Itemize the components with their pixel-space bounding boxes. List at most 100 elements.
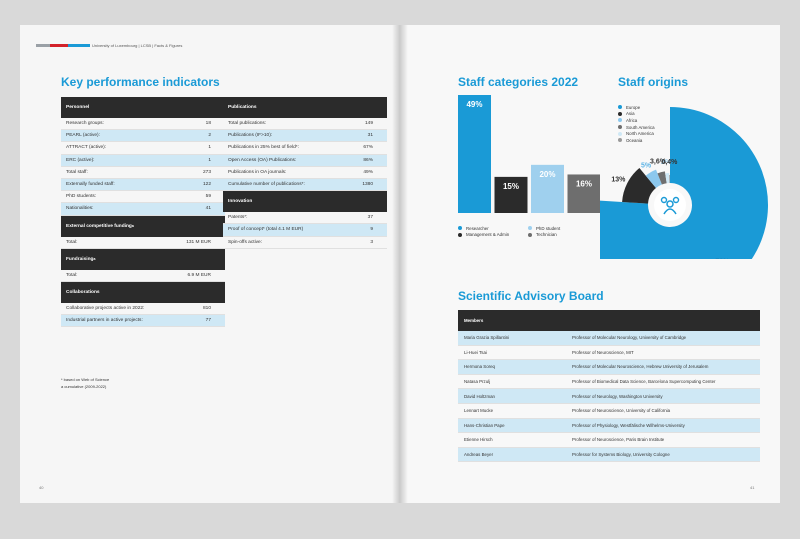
legend-swatch <box>618 111 622 116</box>
staff-categories-chart: 49% 15% 20% 16% <box>458 95 600 213</box>
table-row: Industrial partners in active projects: 7… <box>61 315 225 328</box>
brochure-spread: University of Luxembourg | LCSB | Facts … <box>20 25 780 503</box>
advisory-board-title: Scientific Advisory Board <box>458 289 604 303</box>
table-row: Li-Huei Tsai Professor of Neuroscience, M… <box>458 346 760 361</box>
row-label: Externally funded staff: <box>66 182 115 188</box>
legend-label: Asia <box>626 111 635 117</box>
row-value: 18 <box>205 121 211 127</box>
section-header: Personnel <box>61 97 225 118</box>
section-title: Fundraising <box>66 256 94 262</box>
legend-item: South America <box>618 124 655 131</box>
slice-asia <box>622 168 656 204</box>
legend-label: PhD student <box>536 225 561 231</box>
member-name: Maria Grazia Spillantini <box>464 335 510 341</box>
bar-data-label: 49% <box>466 100 482 109</box>
slice-africa <box>645 169 662 189</box>
row-label: Publications in 25% best of field*: <box>228 145 299 151</box>
staff-origins-legend: Europe Asia Africa South America North Ameri… <box>618 104 655 144</box>
row-value: 810 <box>202 305 211 311</box>
legend-swatch <box>618 131 622 136</box>
row-label: Open Access (OA) Publications: <box>228 157 297 163</box>
slice-data-label: 13% <box>611 177 626 184</box>
row-label: ERC (active): <box>66 157 95 163</box>
table-row: Hermona Soreq Professor of Molecular Neur… <box>458 360 760 375</box>
kpi-title: Key performance indicators <box>61 75 220 89</box>
row-value: 86% <box>363 157 373 163</box>
table-row: Publications in 25% best of field*: 67% <box>223 142 387 155</box>
member-role: Professor of Molecular Neurology, Univer… <box>572 335 687 341</box>
section-header: Publications <box>223 97 387 118</box>
advisory-board-table: Members Maria Grazia Spillantini Professo… <box>458 310 760 463</box>
member-name: Hans-Christian Pape <box>464 422 505 428</box>
legend-swatch <box>458 232 462 237</box>
table-row: Publications (IF>10): 31 <box>223 130 387 143</box>
row-value: 37 <box>367 215 373 221</box>
table-row: Natasa Przulj Professor of Biomedical Dat… <box>458 375 760 390</box>
row-value: 1 <box>208 145 211 151</box>
row-label: Cumulative number of publications*: <box>228 182 305 188</box>
section-header: Collaborations <box>61 281 225 303</box>
bar-technician <box>567 174 600 213</box>
row-value: 59 <box>205 194 211 200</box>
table-row: PEARL (active): 2 <box>61 130 225 143</box>
row-value: 77 <box>205 318 211 324</box>
spine-shadow <box>392 25 408 503</box>
legend-swatch <box>618 138 622 143</box>
left-page: University of Luxembourg | LCSB | Facts … <box>20 25 400 503</box>
footnote-marker: a <box>93 257 96 262</box>
section-header: Innovation <box>223 191 387 213</box>
table-row: Cumulative number of publications*: 1380 <box>223 178 387 192</box>
table-row: Spin-offs active: 3 <box>223 237 387 249</box>
legend-item: Researcher <box>458 225 528 232</box>
section-title: Collaborations <box>66 289 100 295</box>
row-label: ATTRACT (active): <box>66 145 107 151</box>
row-value: 2 <box>208 133 211 139</box>
kpi-column-left: Personnel Research groups: 18 PEARL (active… <box>61 97 225 328</box>
table-row: Open Access (OA) Publications: 86% <box>223 154 387 167</box>
staff-origins-chart: 76%13%5%3,6%2%0,4% <box>600 107 768 259</box>
bar-researcher <box>458 95 491 213</box>
table-row: Patents*: 37 <box>223 212 387 225</box>
table-row: ERC (active): 1 <box>61 154 225 167</box>
member-name: Natasa Przulj <box>464 379 491 385</box>
row-value: 49% <box>363 169 373 175</box>
staff-categories-legend: Researcher Management & Admin PhD studen… <box>458 225 598 238</box>
row-label: Research groups: <box>66 121 104 127</box>
member-name: Lennart Mucke <box>464 408 494 414</box>
legend-item: PhD student <box>528 225 598 232</box>
row-label: Industrial partners in active projects: <box>66 318 143 324</box>
legend-label: North America <box>626 131 654 137</box>
slice-oceania <box>669 175 670 184</box>
legend-item: Africa <box>618 117 655 124</box>
table-row: Proof of concept* (total 4.1 M EUR) 9 <box>223 224 387 237</box>
table-row: Total: 6.9 M EUR <box>61 270 225 282</box>
row-value: 1 <box>208 157 211 163</box>
row-label: Collaborative projects active in 2022: <box>66 305 145 311</box>
slice-data-label: 2% <box>661 159 672 166</box>
staff-origins-title: Staff origins <box>618 75 689 89</box>
row-label: Publications (IF>10): <box>228 133 273 139</box>
table-row: ATTRACT (active): 1 <box>61 142 225 155</box>
section-title: Innovation <box>228 199 253 205</box>
legend-label: Management & Admin <box>466 232 510 238</box>
slice-north-america <box>665 173 670 184</box>
member-role: Professor of Neuroscience, MIT <box>572 349 634 355</box>
legend-swatch <box>618 105 622 110</box>
legend-label: Researcher <box>466 225 489 231</box>
bar-phd-student <box>531 164 564 213</box>
member-role: Professor of Neuroscience, University of… <box>572 408 671 414</box>
row-label: Total staff: <box>66 169 88 175</box>
running-head: University of Luxembourg | LCSB | Facts … <box>92 43 183 48</box>
row-value: 131 M EUR <box>186 239 211 245</box>
member-role: Professor for Systems Biology, Universit… <box>572 452 670 458</box>
bar-management-admin <box>494 176 528 213</box>
row-label: Total: <box>66 272 78 278</box>
row-value: 9 <box>370 227 373 233</box>
legend-swatch <box>528 226 532 231</box>
page-number-right: 41 <box>750 485 755 490</box>
table-row: Maria Grazia Spillantini Professor of Mol… <box>458 331 760 346</box>
footnote: * based on Web of Science <box>61 377 110 382</box>
table-row: Research groups: 18 <box>61 118 225 131</box>
table-row: Etienne Hirsch Professor of Neuroscience,… <box>458 433 760 448</box>
member-name: Hermona Soreq <box>464 364 495 370</box>
